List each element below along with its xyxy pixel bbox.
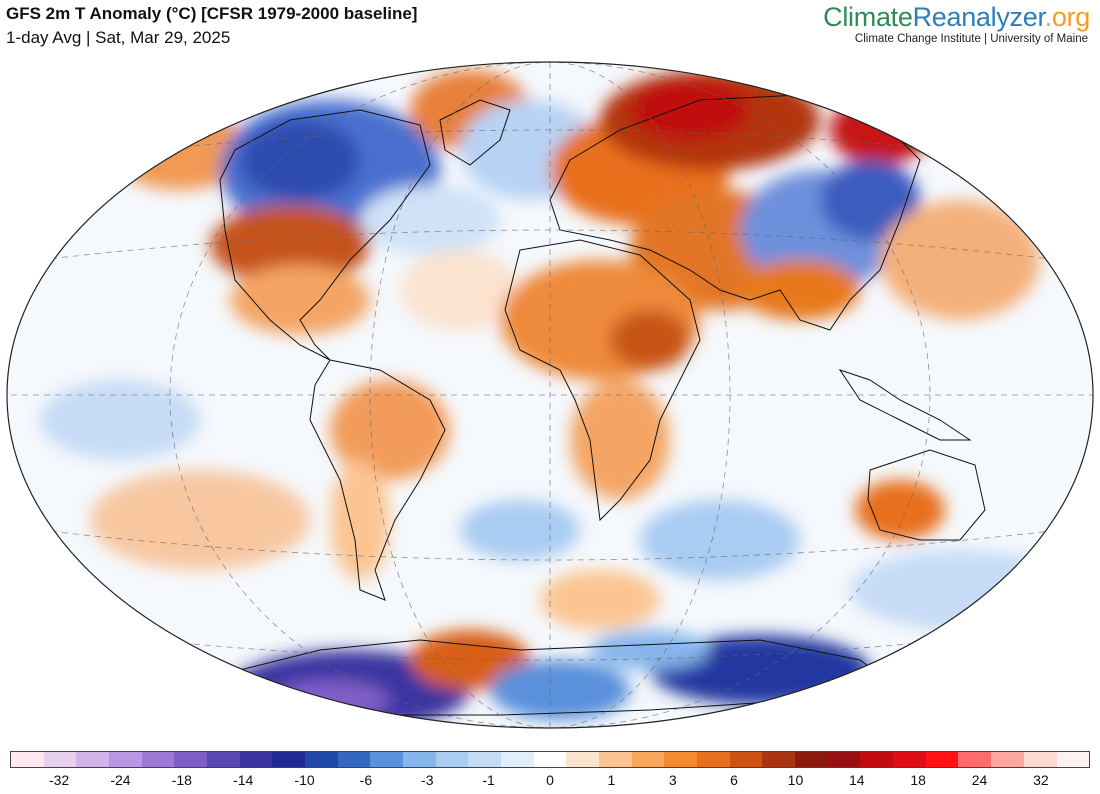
legend-swatch [501, 752, 534, 767]
legend-label: 1 [607, 772, 616, 788]
legend-swatch [109, 752, 142, 767]
legend-swatch [239, 752, 273, 767]
globe-outline [6, 61, 1094, 729]
legend-label: -32 [48, 772, 70, 788]
logo-part-reanalyzer: Reanalyzer [912, 2, 1045, 32]
legend-swatch [664, 752, 698, 767]
legend-label: -18 [171, 772, 192, 788]
legend-swatch [566, 752, 600, 767]
legend-label: -14 [233, 772, 254, 788]
color-scale-labels: -32 -24 -18 -14 -10 -6 -3 -1 0 1 3 6 10 14 18 24 32 [10, 772, 1090, 792]
logo-part-climate: Climate [823, 2, 913, 32]
legend-swatch [925, 752, 959, 767]
legend-swatch [631, 752, 665, 767]
logo-part-org: .org [1044, 2, 1091, 32]
legend-swatch [403, 752, 436, 767]
legend-swatch [468, 752, 502, 767]
legend-swatch [43, 752, 77, 767]
legend-swatch [533, 752, 567, 767]
legend-label: -1 [482, 772, 495, 788]
legend-swatch [827, 752, 861, 767]
legend-label: 0 [546, 772, 554, 788]
color-scale-legend [10, 751, 1090, 768]
legend-swatch [893, 752, 926, 767]
legend-swatch [599, 752, 632, 767]
legend-swatch [1056, 752, 1090, 767]
brand-tagline: Climate Change Institute | University of… [854, 33, 1088, 45]
legend-swatch [11, 752, 44, 767]
legend-label: 32 [1033, 772, 1049, 788]
legend-label: 6 [730, 772, 738, 788]
legend-swatch [370, 752, 404, 767]
legend-label: -10 [294, 772, 315, 788]
legend-label: 18 [910, 772, 926, 788]
legend-swatch [860, 752, 894, 767]
legend-label: 3 [668, 772, 677, 788]
map-subtitle: 1-day Avg | Sat, Mar 29, 2025 [6, 28, 231, 47]
legend-swatch [272, 752, 306, 767]
legend-swatch [795, 752, 828, 767]
legend-label: 14 [849, 772, 865, 788]
legend-swatch [141, 752, 175, 767]
map-title: GFS 2m T Anomaly (°C) [CFSR 1979-2000 ba… [6, 4, 418, 23]
legend-swatch [697, 752, 730, 767]
legend-swatch [729, 752, 763, 767]
legend-swatch [207, 752, 240, 767]
legend-swatch [958, 752, 992, 767]
legend-swatch [1023, 752, 1057, 767]
legend-swatch [762, 752, 796, 767]
climate-reanalyzer-logo[interactable]: ClimateReanalyzer.org [823, 2, 1090, 33]
legend-label: 10 [787, 772, 804, 788]
world-anomaly-map [6, 61, 1094, 729]
legend-label: -6 [359, 772, 373, 788]
legend-swatch [337, 752, 371, 767]
legend-label: -24 [110, 772, 131, 788]
legend-label: -3 [421, 772, 434, 788]
legend-swatch [435, 752, 469, 767]
legend-swatch [305, 752, 338, 767]
legend-swatch [991, 752, 1024, 767]
legend-swatch [76, 752, 110, 767]
legend-swatch [174, 752, 208, 767]
graticule [7, 62, 1093, 728]
legend-label: 24 [971, 772, 988, 788]
